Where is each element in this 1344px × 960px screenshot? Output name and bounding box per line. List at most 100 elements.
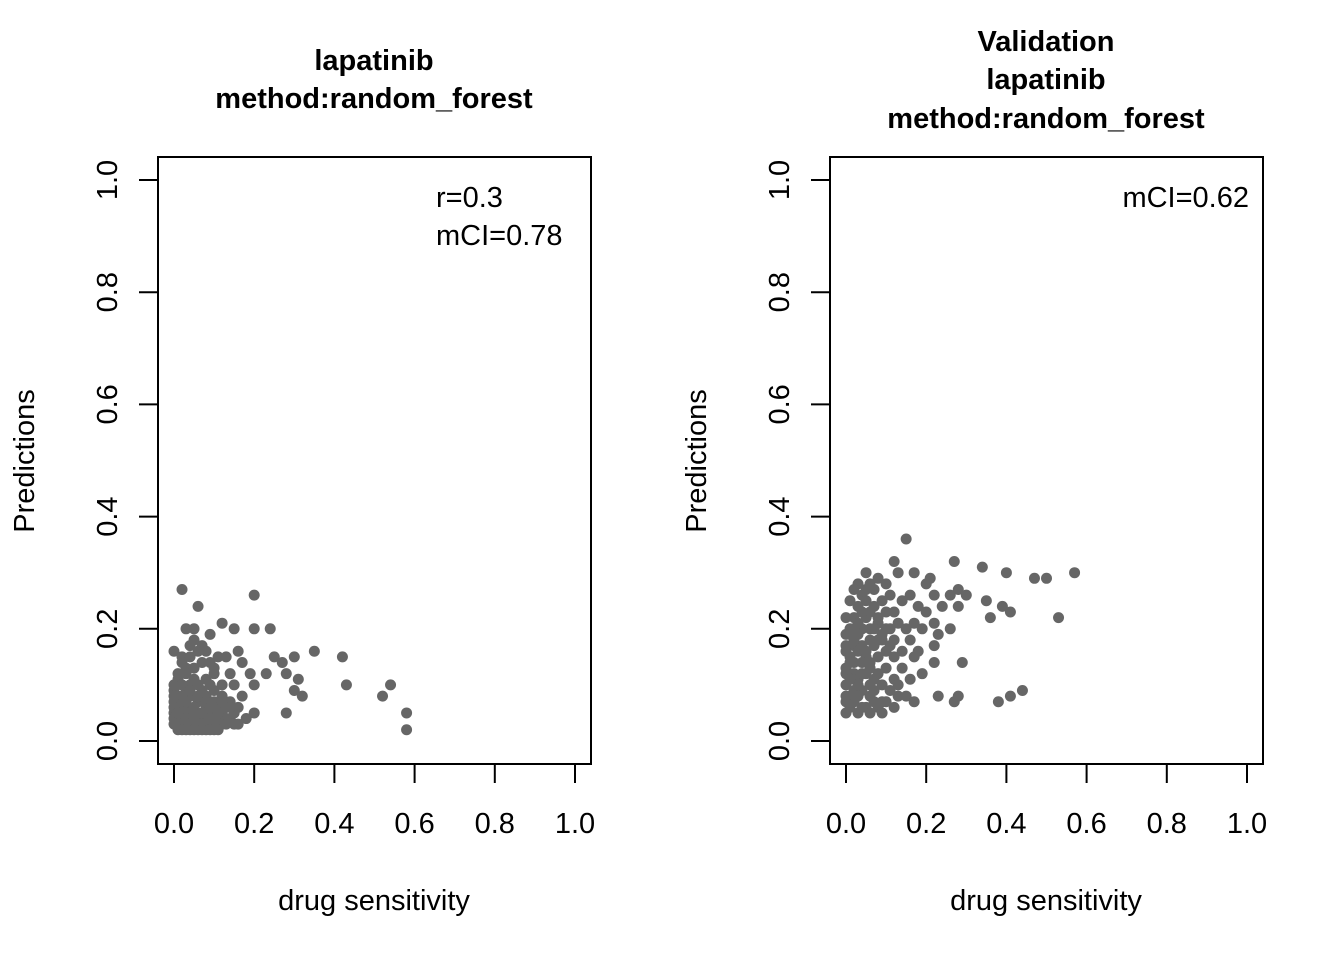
scatter-point bbox=[928, 617, 940, 629]
scatter-point bbox=[1069, 567, 1081, 579]
scatter-point bbox=[276, 656, 288, 668]
scatter-point bbox=[224, 701, 236, 713]
scatter-point bbox=[872, 572, 884, 584]
scatter-point bbox=[296, 690, 308, 702]
x-tick-label: 0.0 bbox=[826, 808, 866, 840]
scatter-point bbox=[248, 589, 260, 601]
scatter-point bbox=[960, 589, 972, 601]
scatter-point bbox=[401, 707, 413, 719]
scatter-point bbox=[872, 651, 884, 663]
correlation-annotation: r=0.3 bbox=[436, 182, 503, 214]
x-axis: 0.0 0.2 0.4 0.6 0.8 1.0 bbox=[154, 763, 595, 840]
scatter-point bbox=[888, 651, 900, 663]
scatter-point bbox=[192, 645, 204, 657]
x-tick-label: 0.4 bbox=[314, 808, 354, 840]
scatter-point bbox=[220, 651, 232, 663]
scatter-point bbox=[932, 628, 944, 640]
scatter-point bbox=[908, 567, 920, 579]
panel-title-line-1: Validation bbox=[978, 26, 1115, 58]
scatter-point bbox=[240, 713, 252, 725]
scatter-point bbox=[944, 589, 956, 601]
scatter-point bbox=[220, 718, 232, 730]
scatter-point bbox=[948, 555, 960, 567]
scatter-point bbox=[1004, 690, 1016, 702]
scatter-point bbox=[908, 617, 920, 629]
x-tick-label: 0.4 bbox=[986, 808, 1026, 840]
scatter-point bbox=[208, 685, 220, 697]
scatter-point bbox=[848, 623, 860, 635]
scatter-point bbox=[852, 645, 864, 657]
scatter-point bbox=[872, 634, 884, 646]
scatter-point bbox=[385, 679, 397, 691]
scatter-point bbox=[840, 640, 852, 652]
scatter-point bbox=[192, 690, 204, 702]
scatter-point bbox=[216, 696, 228, 708]
scatter-point bbox=[236, 690, 248, 702]
scatter-point bbox=[856, 606, 868, 618]
scatter-point bbox=[192, 600, 204, 612]
scatter-point bbox=[928, 656, 940, 668]
scatter-point bbox=[944, 623, 956, 635]
scatter-point bbox=[900, 690, 912, 702]
scatter-point bbox=[892, 679, 904, 691]
scatter-point bbox=[336, 651, 348, 663]
x-tick-label: 0.2 bbox=[906, 808, 946, 840]
scatter-point bbox=[876, 707, 888, 719]
scatter-point bbox=[956, 656, 968, 668]
scatter-point bbox=[896, 662, 908, 674]
scatter-point bbox=[904, 673, 916, 685]
scatter-point bbox=[212, 651, 224, 663]
scatter-point bbox=[908, 696, 920, 708]
scatter-point bbox=[180, 668, 192, 680]
x-tick-label: 1.0 bbox=[1227, 808, 1267, 840]
scatter-point bbox=[377, 690, 389, 702]
scatter-point bbox=[216, 617, 228, 629]
scatter-point bbox=[864, 623, 876, 635]
scatter-point bbox=[900, 533, 912, 545]
scatter-point bbox=[212, 707, 224, 719]
scatter-point bbox=[908, 651, 920, 663]
scatter-point bbox=[184, 640, 196, 652]
scatter-point bbox=[1016, 685, 1028, 697]
y-tick-label: 1.0 bbox=[92, 160, 124, 200]
scatter-point bbox=[952, 690, 964, 702]
scatter-point bbox=[928, 640, 940, 652]
scatter-point bbox=[900, 623, 912, 635]
scatter-point bbox=[248, 623, 260, 635]
x-axis-label: drug sensitivity bbox=[278, 885, 470, 917]
scatter-point bbox=[216, 679, 228, 691]
validation-scatter-panel: Validation lapatinib method:random_fores… bbox=[681, 26, 1267, 917]
scatter-point bbox=[840, 690, 852, 702]
panel-title-line-2: method:random_forest bbox=[215, 83, 533, 115]
scatter-point bbox=[340, 679, 352, 691]
scatter-point bbox=[200, 673, 212, 685]
scatter-point bbox=[928, 589, 940, 601]
scatter-point bbox=[848, 584, 860, 596]
scatter-point bbox=[912, 600, 924, 612]
scatter-point bbox=[168, 679, 180, 691]
scatter-point bbox=[920, 606, 932, 618]
scatter-point bbox=[856, 668, 868, 680]
scatter-point bbox=[228, 679, 240, 691]
scatter-point bbox=[184, 685, 196, 697]
scatter-point bbox=[401, 724, 413, 736]
scatter-point bbox=[288, 651, 300, 663]
y-axis: 0.0 0.2 0.4 0.6 0.8 1.0 bbox=[92, 160, 159, 761]
scatter-point bbox=[176, 584, 188, 596]
y-tick-label: 0.2 bbox=[92, 609, 124, 649]
y-tick-label: 0.0 bbox=[92, 721, 124, 761]
scatter-point bbox=[188, 623, 200, 635]
y-tick-label: 0.6 bbox=[764, 384, 796, 424]
scatter-point bbox=[916, 668, 928, 680]
scatter-point bbox=[856, 701, 868, 713]
scatter-point bbox=[180, 724, 192, 736]
scatter-point bbox=[248, 707, 260, 719]
panel-title-line-2: lapatinib bbox=[986, 64, 1105, 96]
scatter-point bbox=[844, 673, 856, 685]
scatter-point bbox=[860, 645, 872, 657]
scatter-point bbox=[892, 690, 904, 702]
scatter-point bbox=[168, 690, 180, 702]
scatter-point bbox=[208, 724, 220, 736]
scatter-point bbox=[1053, 612, 1065, 624]
